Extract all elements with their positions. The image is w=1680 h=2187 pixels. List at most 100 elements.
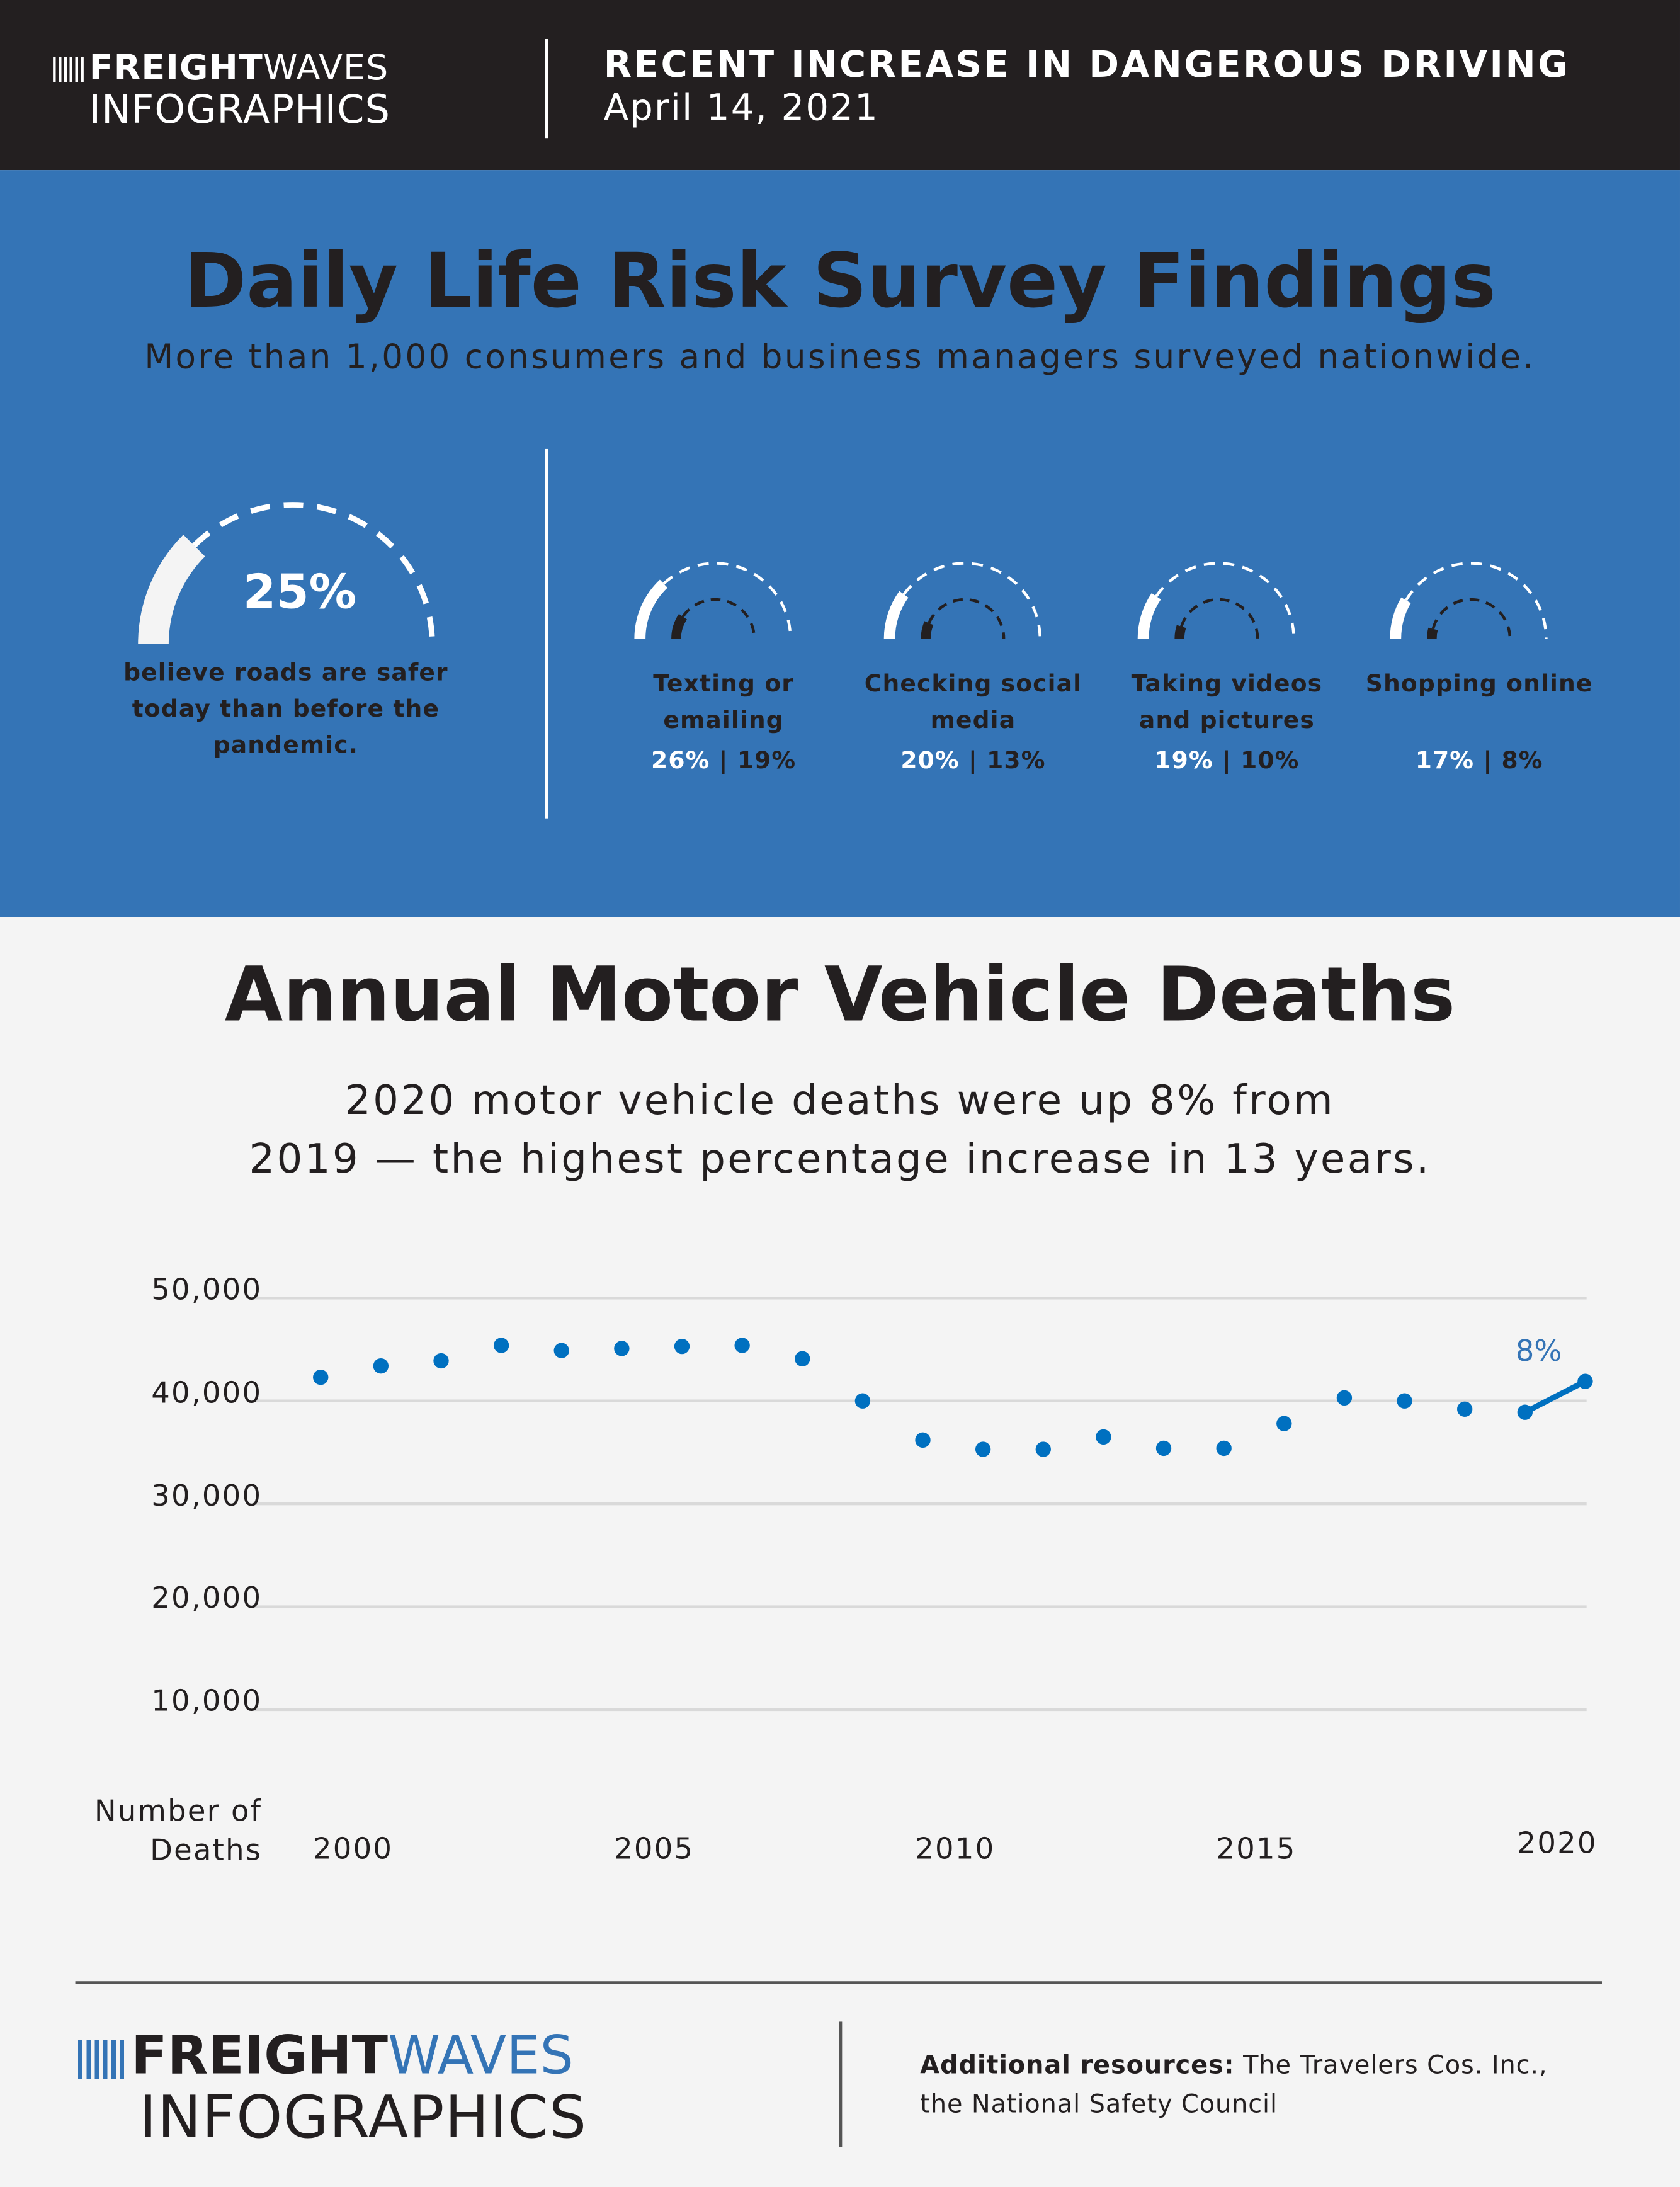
footer-rule [75,1981,1603,1984]
gauge-percentages: 19% | 10% [1108,747,1345,775]
survey-section: Daily Life Risk Survey Findings More tha… [0,170,1680,917]
footer-logo-sub: INFOGRAPHICS [139,2082,587,2152]
header-logo: FREIGHTWAVES [53,47,389,88]
gauge-0 [634,562,792,639]
resources: Additional resources: The Travelers Cos.… [920,2047,1589,2125]
data-point-2007 [795,1351,810,1366]
gauge-outer-fill [883,591,909,639]
gauge-outer-fill [634,579,668,639]
gauge-outer-track [662,562,792,639]
footer-logo-bars-icon [77,2039,126,2079]
gauge-label: Taking videos and pictures [1131,670,1323,735]
pct-separator: | [968,747,978,776]
data-point-2011 [1035,1441,1051,1457]
gauge-label: Shopping online [1365,670,1593,699]
pct-a: 17% [1415,747,1475,776]
data-point-2003 [553,1343,569,1358]
main-gauge-value: 25% [242,564,357,621]
data-point-2019 [1517,1404,1533,1420]
gauge-3 [1390,562,1548,639]
data-point-2005 [674,1338,690,1355]
data-point-2014 [1216,1440,1232,1457]
gauge-percentages: 26% | 19% [605,747,842,775]
footer-logo-light: WAVES [388,2024,574,2086]
gauge-outer-fill [1390,597,1411,639]
x-tick-label: 2020 [1517,1826,1598,1860]
increase-annotation: 8% [1515,1334,1562,1368]
data-point-1999 [313,1369,329,1385]
main-gauge [138,502,435,644]
gauge-outer-track [1405,562,1548,639]
y-tick-label: 40,000 [151,1375,263,1410]
data-point-2020 [1577,1373,1593,1389]
gauge-percentages: 17% | 8% [1361,747,1598,775]
gauge-outer-track [902,562,1041,639]
pct-a: 26% [651,747,710,776]
data-point-2008 [854,1393,871,1409]
x-tick-label: 2015 [1216,1832,1297,1866]
footer-logo-bold: FREIGHT [131,2024,389,2086]
x-tick-label: 2010 [915,1832,996,1866]
gauge-label: Checking social media [864,670,1082,735]
data-point-2012 [1096,1429,1111,1445]
data-point-2002 [493,1338,509,1353]
pct-a: 19% [1154,747,1213,776]
gauge-inner-fill [1427,627,1438,639]
gauge-inner-track [681,598,756,639]
gauge-2 [1137,562,1295,639]
gauge-inner-track [1431,598,1512,639]
data-point-2010 [975,1441,991,1457]
logo-bars-icon [53,57,84,82]
pct-separator: | [1222,747,1232,776]
x-tick-label: 2005 [614,1832,695,1866]
increase-line [1523,1378,1587,1415]
x-tick-label: 2000 [312,1832,394,1866]
main-gauge-caption: believe roads are safer today than befor… [123,659,448,760]
gauge-outer-track [1155,562,1295,639]
data-point-2009 [915,1432,931,1448]
survey-divider [545,448,548,819]
pct-b: 8% [1501,747,1543,776]
pct-separator: | [718,747,729,776]
y-axis-label-2: Deaths [150,1833,263,1867]
header-date: April 14, 2021 [603,88,879,130]
data-point-2000 [373,1358,389,1374]
header-divider [545,38,548,139]
gauge-inner-fill [921,621,934,639]
y-tick-label: 30,000 [151,1479,263,1513]
gauge-inner-track [1180,598,1259,639]
pct-separator: | [1483,747,1493,776]
logo-sub: INFOGRAPHICS [89,86,391,133]
data-point-2006 [734,1338,750,1353]
pct-a: 20% [900,747,960,776]
gauge-inner-fill [1174,625,1186,639]
main-gauge-fill [138,535,205,644]
logo-light: WAVES [263,47,389,88]
chart-subtitle-1: 2020 motor vehicle deaths were up 8% fro… [344,1076,1336,1124]
y-axis-label: Number of Deaths [56,1792,263,1870]
data-point-2015 [1276,1416,1292,1431]
resources-label: Additional resources: [920,2050,1235,2081]
gauge-outer-fill [1137,593,1161,639]
header: FREIGHTWAVES INFOGRAPHICS RECENT INCREAS… [0,0,1680,171]
data-point-2013 [1155,1440,1172,1457]
deaths-chart [253,1297,1593,1712]
footer-logo: FREIGHTWAVES [77,2024,574,2086]
data-point-2001 [433,1353,449,1369]
gauge-label: Texting or emailing [653,670,794,735]
header-title: RECENT INCREASE IN DANGEROUS DRIVING [603,44,1570,87]
chart-subtitle-2: 2019 — the highest percentage increase i… [249,1135,1431,1183]
pct-b: 19% [737,747,797,776]
y-tick-label: 50,000 [151,1273,263,1307]
main-gauge-track [192,502,435,644]
pct-b: 10% [1240,747,1300,776]
gauge-percentages: 20% | 13% [854,747,1091,775]
survey-title: Daily Life Risk Survey Findings [184,237,1496,325]
data-point-2004 [614,1341,630,1356]
gauge-1 [883,562,1041,639]
data-point-2018 [1456,1401,1473,1417]
pct-b: 13% [987,747,1046,776]
footer-divider [839,2021,843,2147]
gauge-inner-track [928,598,1006,639]
chart-title: Annual Motor Vehicle Deaths [224,951,1456,1039]
